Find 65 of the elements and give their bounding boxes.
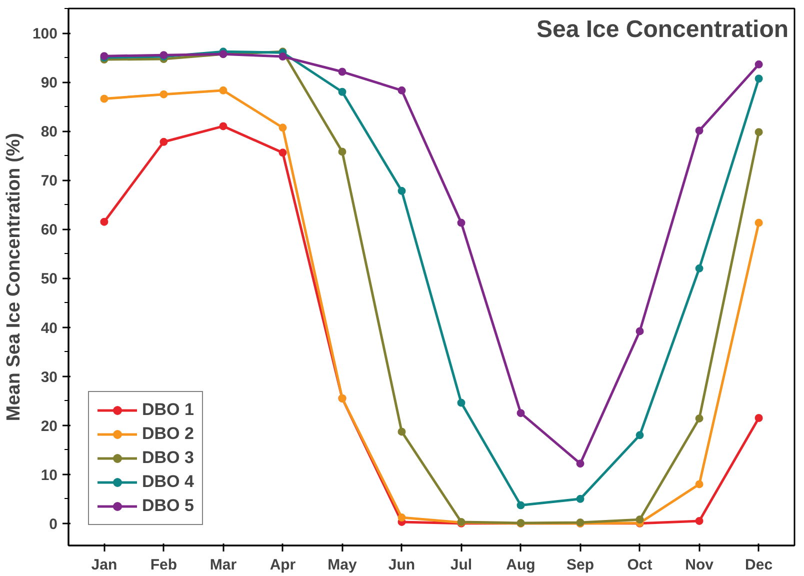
y-tick-label: 20: [40, 418, 58, 435]
legend-label: DBO 5: [142, 496, 194, 516]
y-tick-label: 10: [40, 466, 58, 484]
point: [754, 74, 763, 83]
point: [636, 327, 644, 336]
x-tick-label: Dec: [745, 556, 773, 574]
y-tick-label: 40: [40, 320, 58, 337]
point: [695, 414, 704, 422]
point: [695, 126, 704, 135]
point: [754, 218, 763, 227]
point: [516, 501, 525, 510]
x-tick-label: May: [328, 556, 358, 574]
point: [278, 124, 287, 132]
x-tick-label: Jan: [91, 556, 118, 574]
point: [457, 398, 466, 407]
point: [695, 480, 704, 488]
point: [695, 264, 704, 272]
x-tick-label: Apr: [270, 556, 296, 574]
point: [695, 516, 704, 525]
x-tick-label: Sep: [566, 556, 594, 574]
legend-label: DBO 3: [142, 448, 194, 468]
legend-label: DBO 4: [142, 472, 194, 492]
point: [338, 148, 346, 156]
point: [754, 128, 763, 136]
point: [219, 122, 228, 130]
y-tick-label: 80: [40, 124, 58, 141]
point: [576, 494, 584, 503]
point: [457, 218, 466, 227]
x-tick-label: Oct: [627, 556, 652, 574]
legend-label: DBO 2: [142, 424, 194, 444]
point: [278, 52, 287, 61]
x-tick-label: Feb: [150, 556, 178, 574]
point: [338, 68, 346, 76]
point: [278, 148, 287, 157]
point: [576, 460, 584, 468]
point: [754, 60, 763, 68]
y-tick-label: 100: [32, 26, 58, 43]
y-tick-label: 50: [40, 270, 58, 288]
y-tick-label: 70: [40, 172, 58, 190]
x-tick-label: Jul: [450, 556, 472, 574]
y-tick-label: 0: [49, 516, 58, 533]
legend-label: DBO 1: [142, 400, 194, 420]
point: [398, 186, 406, 195]
point: [398, 86, 406, 94]
point: [636, 431, 644, 440]
y-tick-label: 60: [40, 222, 58, 239]
y-axis-title: Mean Sea Ice Concentration (%): [3, 132, 24, 422]
point: [160, 90, 168, 98]
point: [754, 414, 763, 422]
chart-title: Sea Ice Concentration: [536, 16, 789, 43]
point: [100, 94, 108, 103]
y-tick-label: 90: [40, 74, 58, 92]
x-tick-label: Nov: [685, 556, 714, 574]
point: [160, 138, 168, 146]
x-tick-label: Jun: [388, 556, 416, 574]
point: [398, 514, 406, 522]
point: [100, 218, 108, 226]
point: [398, 428, 406, 436]
point: [219, 86, 228, 94]
point: [516, 409, 525, 418]
x-tick-label: Aug: [506, 556, 536, 574]
point: [338, 88, 346, 96]
x-tick-label: Mar: [210, 556, 237, 574]
point: [636, 516, 644, 524]
y-tick-label: 30: [40, 368, 58, 386]
